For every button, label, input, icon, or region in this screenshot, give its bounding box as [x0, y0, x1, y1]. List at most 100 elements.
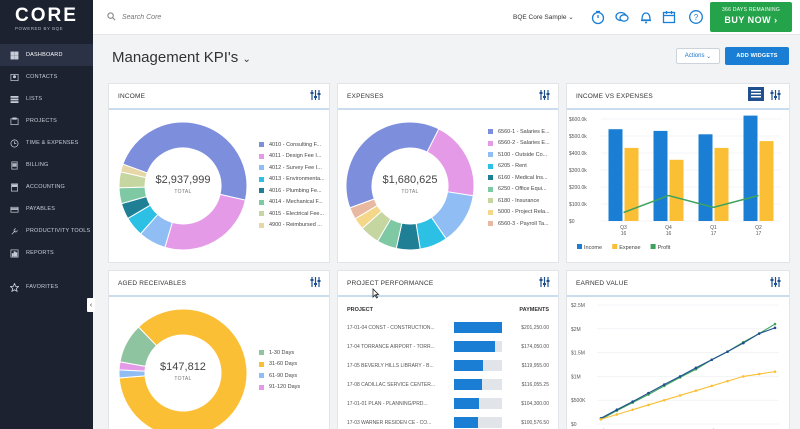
data-point[interactable] — [710, 384, 714, 388]
page-title[interactable]: Management KPI's ⌄ — [112, 49, 251, 66]
data-point[interactable] — [631, 408, 634, 412]
table-row[interactable]: 17-01-04 CONST - CONSTRUCTION... $201,250… — [347, 318, 549, 337]
legend-item[interactable]: 4013 - Environmenta... — [259, 174, 325, 186]
table-row[interactable]: 17-03 WARNER RESIDEN CE - CO... $100,576.… — [347, 413, 549, 429]
data-point[interactable] — [631, 400, 634, 403]
legend-item[interactable]: 61-90 Days — [259, 370, 300, 382]
data-point[interactable] — [694, 366, 698, 370]
add-widgets-button[interactable]: ADD WIDGETS — [725, 47, 789, 65]
legend-item[interactable]: 4014 - Mechanical F... — [259, 197, 325, 209]
timer-icon[interactable] — [590, 9, 606, 25]
sidebar-item-lists[interactable]: LISTS — [0, 88, 93, 110]
calendar-icon[interactable] — [661, 9, 677, 25]
data-point[interactable] — [773, 370, 777, 373]
data-point[interactable] — [694, 389, 698, 392]
pie-slice[interactable] — [349, 198, 379, 220]
table-row[interactable]: 17-08 CADILLAC SERVICE CENTER... $116,055… — [347, 375, 549, 394]
data-point[interactable] — [647, 403, 650, 407]
sidebar-item-projects[interactable]: PROJECTS — [0, 110, 93, 132]
data-point[interactable] — [757, 372, 761, 376]
sidebar-item-productivity-tools[interactable]: PRODUCTIVITY TOOLS — [0, 220, 93, 242]
legend-item[interactable]: 4012 - Survey Fee I... — [259, 162, 325, 174]
legend-item[interactable]: 4015 - Electrical Fee... — [259, 208, 325, 220]
sidebar-item-contacts[interactable]: CONTACTS — [0, 66, 93, 88]
company-selector[interactable]: BQE Core Sample ⌄ — [513, 13, 574, 21]
legend-item[interactable]: 6160 - Medical Ins... — [488, 172, 550, 184]
pie-slice[interactable] — [164, 193, 247, 251]
legend-item[interactable]: 6180 - Insurance — [488, 195, 550, 207]
pie-slice[interactable] — [118, 308, 248, 429]
legend-item[interactable]: 4016 - Plumbing Fe... — [259, 185, 325, 197]
project-name[interactable]: 17-08 CADILLAC SERVICE CENTER... — [347, 381, 435, 388]
sliders-icon[interactable] — [539, 87, 550, 105]
data-point[interactable] — [757, 332, 761, 335]
data-point[interactable] — [647, 391, 650, 395]
legend-item[interactable]: 4011 - Design Fee I... — [259, 151, 325, 163]
collapse-sidebar-button[interactable]: ‹ — [87, 298, 95, 312]
sidebar-item-billing[interactable]: BILLING — [0, 154, 93, 176]
legend-label[interactable]: Profit — [658, 245, 671, 251]
data-point[interactable] — [710, 358, 714, 362]
pie-slice[interactable] — [122, 121, 248, 201]
data-point[interactable] — [678, 375, 682, 378]
data-point[interactable] — [678, 394, 682, 397]
table-row[interactable]: 17-01-01 PLAN - PLANNING/PRD... $104,300.… — [347, 394, 549, 413]
data-point[interactable] — [773, 322, 777, 326]
project-name[interactable]: 17-01-04 CONST - CONSTRUCTION... — [347, 324, 435, 331]
table-row[interactable]: 17-05 BEVERLY HILLS LIBRARY - B... $119,9… — [347, 356, 549, 375]
legend-item[interactable]: 5100 - Outside Co... — [488, 149, 550, 161]
sidebar-item-reports[interactable]: REPORTS — [0, 242, 93, 264]
income-bar[interactable] — [608, 129, 623, 221]
search-input[interactable] — [122, 13, 272, 21]
income-bar[interactable] — [653, 130, 668, 221]
income-bar[interactable] — [743, 115, 758, 221]
data-point[interactable] — [742, 341, 745, 345]
sliders-icon[interactable] — [770, 274, 781, 292]
sliders-icon[interactable] — [770, 87, 781, 105]
pie-slice[interactable] — [345, 121, 440, 209]
bell-icon[interactable] — [638, 9, 654, 25]
legend-label[interactable]: Income — [584, 245, 602, 251]
legend-item[interactable]: 4900 - Reimbursed ... — [259, 220, 325, 232]
project-name[interactable]: 17-01-01 PLAN - PLANNING/PRD... — [347, 400, 428, 407]
sliders-icon[interactable] — [310, 87, 321, 105]
legend-item[interactable]: 5000 - Project Rela... — [488, 207, 550, 219]
expense-bar[interactable] — [714, 147, 729, 221]
expense-bar[interactable] — [624, 147, 639, 221]
expense-bar[interactable] — [669, 159, 684, 221]
data-point[interactable] — [615, 408, 619, 412]
sidebar-favorites[interactable]: FAVORITES — [0, 276, 93, 298]
income-bar[interactable] — [698, 134, 713, 221]
sidebar-item-payables[interactable]: PAYABLES — [0, 198, 93, 220]
expense-bar[interactable] — [759, 141, 774, 221]
legend-item[interactable]: 31-60 Days — [259, 359, 300, 371]
project-name[interactable]: 17-04 TORRANCE AIRPORT - TORR... — [347, 343, 435, 350]
search-box[interactable] — [107, 8, 307, 26]
logo[interactable]: CORE POWERED BY BQE — [0, 0, 93, 44]
table-row[interactable]: 17-04 TORRANCE AIRPORT - TORR... $174,050… — [347, 337, 549, 356]
project-name[interactable]: 17-05 BEVERLY HILLS LIBRARY - B... — [347, 362, 434, 369]
data-point[interactable] — [726, 350, 729, 353]
data-point[interactable] — [662, 398, 666, 402]
legend-item[interactable]: 4010 - Consulting F... — [259, 139, 325, 151]
sidebar-item-accounting[interactable]: ACCOUNTING — [0, 176, 93, 198]
legend-item[interactable]: 6205 - Rent — [488, 161, 550, 173]
sliders-icon[interactable] — [310, 274, 321, 292]
sliders-icon[interactable] — [539, 274, 550, 292]
pie-slice[interactable] — [118, 361, 147, 372]
data-point[interactable] — [662, 383, 666, 386]
legend-item[interactable]: 91-120 Days — [259, 382, 300, 394]
data-point[interactable] — [773, 326, 777, 330]
legend-item[interactable]: 6560-2 - Salaries E... — [488, 138, 550, 150]
data-point[interactable] — [615, 413, 619, 416]
data-point[interactable] — [742, 375, 745, 378]
legend-item[interactable]: 6560-3 - Payroll Ta... — [488, 218, 550, 230]
legend-item[interactable]: 1-30 Days — [259, 347, 300, 359]
pie-slice[interactable] — [119, 163, 148, 179]
help-icon[interactable]: ? — [688, 9, 704, 25]
actions-dropdown[interactable]: Actions ⌄ — [676, 48, 720, 64]
project-name[interactable]: 17-03 WARNER RESIDEN CE - CO... — [347, 419, 432, 426]
chat-icon[interactable] — [614, 9, 630, 25]
buy-now-button[interactable]: 366 DAYS REMAINING BUY NOW › — [710, 2, 792, 32]
sidebar-item-dashboard[interactable]: DASHBOARD — [0, 44, 93, 66]
